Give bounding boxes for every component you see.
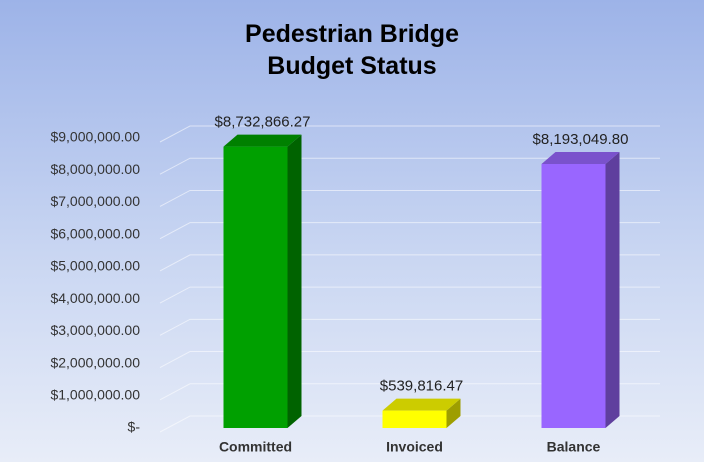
y-tick-label: $2,000,000.00	[50, 354, 140, 370]
grid-line	[159, 125, 660, 143]
value-label: $539,816.47	[380, 378, 463, 395]
bar	[541, 164, 606, 429]
y-tick-label: $9,000,000.00	[50, 129, 140, 145]
x-tick-label: Invoiced	[386, 439, 443, 455]
y-tick-label: $-	[128, 419, 141, 435]
grid-line	[159, 254, 660, 272]
grid-line	[159, 157, 660, 175]
y-tick-label: $4,000,000.00	[50, 290, 140, 306]
grid-line	[159, 351, 660, 368]
bar-top	[223, 134, 302, 147]
value-label: $8,193,049.80	[533, 131, 629, 148]
grid-line	[159, 318, 660, 336]
y-tick-label: $6,000,000.00	[50, 225, 140, 241]
bar-side	[605, 152, 620, 429]
bar-side	[287, 134, 302, 428]
bar-side	[446, 398, 461, 428]
grid-line	[159, 189, 660, 207]
y-tick-label: $7,000,000.00	[50, 193, 140, 209]
grid-line	[159, 383, 660, 401]
grid-line	[159, 415, 660, 433]
grid-line	[159, 286, 660, 304]
bar	[223, 146, 288, 428]
value-label: $8,732,866.27	[215, 114, 311, 131]
x-tick-label: Balance	[547, 439, 601, 455]
chart-title: Pedestrian Bridge Budget Status	[245, 20, 459, 80]
bar-top	[382, 398, 461, 411]
y-tick-label: $5,000,000.00	[50, 258, 140, 274]
y-tick-label: $8,000,000.00	[50, 161, 140, 177]
x-tick-label: Committed	[219, 439, 292, 455]
bar	[382, 410, 447, 428]
grid-line	[159, 222, 660, 240]
y-tick-label: $3,000,000.00	[50, 322, 140, 338]
y-tick-label: $1,000,000.00	[50, 386, 140, 402]
bar-top	[541, 152, 620, 165]
